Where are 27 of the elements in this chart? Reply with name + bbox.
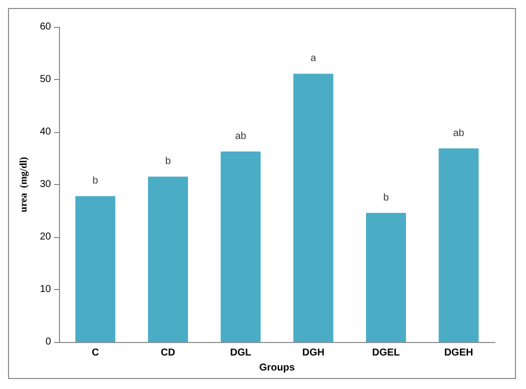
x-tick-label: C — [92, 348, 99, 359]
bar — [75, 196, 116, 342]
y-tick-label: 10 — [40, 284, 52, 296]
annotation: b — [92, 176, 99, 187]
y-tick-label: 60 — [40, 22, 52, 32]
annotation: a — [310, 53, 317, 64]
bar — [438, 148, 479, 342]
y-tick-label: 40 — [40, 126, 52, 138]
bar — [148, 176, 188, 342]
bar — [220, 151, 261, 342]
annotation: ab — [235, 130, 247, 142]
x-tick-label: DGH — [302, 348, 324, 359]
annotation: b — [165, 156, 172, 168]
y-tick-label: 50 — [40, 74, 52, 86]
x-tick-label: CD — [160, 348, 176, 359]
y-axis-title: urea (mg/dl) — [18, 156, 30, 212]
y-tick-label: 20 — [40, 232, 52, 243]
x-tick-label: DGEL — [372, 348, 400, 359]
y-tick-label: 0 — [45, 336, 52, 348]
x-axis-title: Groups — [259, 362, 296, 374]
x-tick-label: DGEH — [444, 348, 474, 359]
y-tick-label: 30 — [40, 179, 52, 190]
bar — [366, 212, 406, 342]
x-tick-label: DGL — [230, 348, 252, 359]
annotation: ab — [453, 128, 465, 139]
bar — [293, 74, 334, 342]
annotation: b — [383, 192, 390, 204]
